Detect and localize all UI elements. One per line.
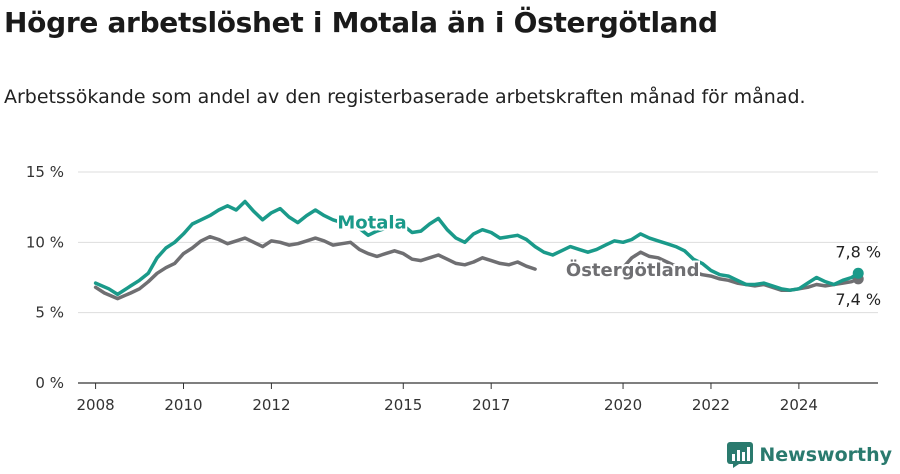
x-tick-label: 2010 <box>164 396 202 414</box>
end-label-motala: 7,8 % <box>835 242 881 261</box>
brand-logo: Newsworthy <box>727 442 892 468</box>
y-tick-label: 15 % <box>26 163 64 181</box>
series-label-ostergotland: Östergötland <box>566 259 700 281</box>
chart-subtitle: Arbetssökande som andel av den registerb… <box>4 86 806 108</box>
x-tick-label: 2015 <box>384 396 422 414</box>
x-tick-label: 2020 <box>604 396 642 414</box>
x-tick-label: 2022 <box>692 396 730 414</box>
chart-title: Högre arbetslöshet i Motala än i Östergö… <box>4 6 718 39</box>
series-line-ostergotland <box>612 250 860 292</box>
series-line-motala <box>93 199 860 297</box>
x-tick-label: 2008 <box>76 396 114 414</box>
end-label-ostergotland: 7,4 % <box>835 290 881 309</box>
end-point-motala <box>852 267 864 279</box>
series-line-ostergotland <box>93 234 537 301</box>
y-tick-label: 10 % <box>26 233 64 251</box>
newsworthy-icon <box>727 442 754 468</box>
y-tick-label: 0 % <box>35 374 64 392</box>
series-label-motala: Motala <box>337 212 406 233</box>
x-tick-label: 2017 <box>472 396 510 414</box>
x-tick-label: 2012 <box>252 396 290 414</box>
brand-name: Newsworthy <box>759 444 892 466</box>
y-tick-label: 5 % <box>35 304 64 322</box>
x-tick-label: 2024 <box>780 396 818 414</box>
